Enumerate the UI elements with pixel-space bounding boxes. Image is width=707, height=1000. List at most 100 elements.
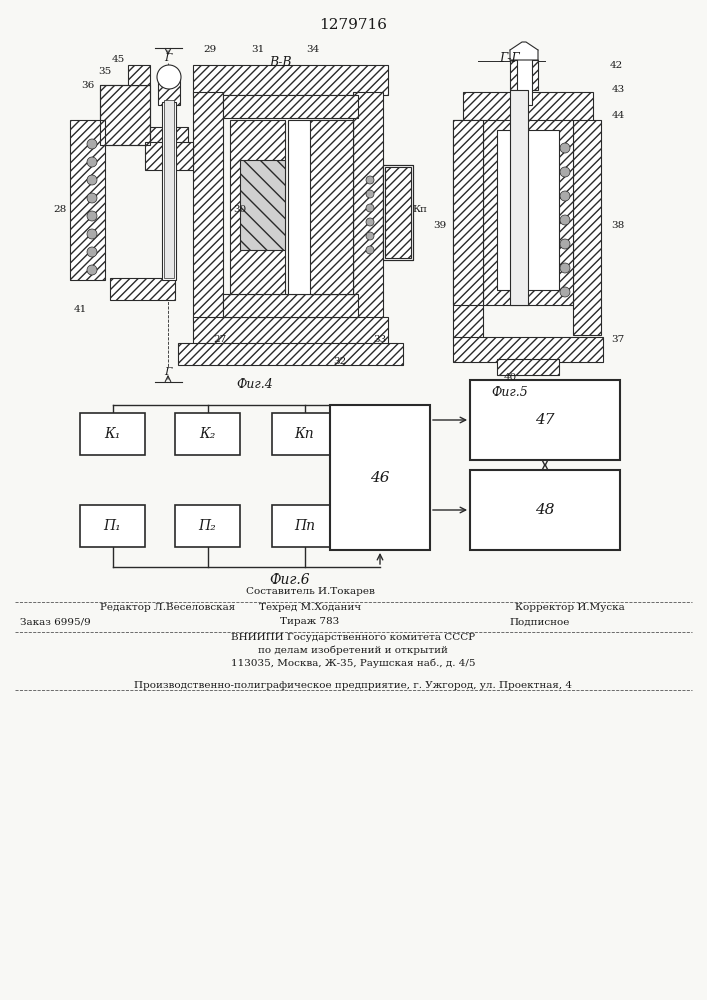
Circle shape xyxy=(87,139,97,149)
Bar xyxy=(145,142,193,170)
Bar xyxy=(288,120,353,294)
Text: 31: 31 xyxy=(252,45,264,54)
Circle shape xyxy=(366,232,374,240)
Circle shape xyxy=(366,204,374,212)
Text: 30: 30 xyxy=(233,206,247,215)
Bar xyxy=(385,167,411,258)
Text: Техред М.Ходанич: Техред М.Ходанич xyxy=(259,602,361,611)
Text: П₁: П₁ xyxy=(104,519,122,533)
Text: Г: Г xyxy=(164,53,172,63)
Circle shape xyxy=(87,193,97,203)
Circle shape xyxy=(366,246,374,254)
Circle shape xyxy=(87,247,97,257)
Bar xyxy=(223,95,358,118)
Text: Фиг.4: Фиг.4 xyxy=(237,378,274,391)
Bar xyxy=(178,343,403,365)
Text: ВНИИПИ Государственного комитета СССР: ВНИИПИ Государственного комитета СССР xyxy=(231,633,475,642)
Bar xyxy=(164,100,174,278)
Polygon shape xyxy=(240,160,285,250)
Bar xyxy=(310,120,353,294)
Bar xyxy=(110,278,175,300)
Text: Производственно-полиграфическое предприятие, г. Ужгород, ул. Проектная, 4: Производственно-полиграфическое предприя… xyxy=(134,680,572,690)
Circle shape xyxy=(87,157,97,167)
Text: 28: 28 xyxy=(53,206,66,215)
Text: Кп: Кп xyxy=(413,206,428,215)
Bar xyxy=(80,413,145,455)
Bar xyxy=(80,505,145,547)
Text: 43: 43 xyxy=(612,86,624,95)
Text: 42: 42 xyxy=(609,60,623,70)
Circle shape xyxy=(560,239,570,249)
Bar xyxy=(100,85,150,145)
Text: 45: 45 xyxy=(112,55,124,64)
Bar xyxy=(453,337,603,362)
Circle shape xyxy=(560,167,570,177)
Bar xyxy=(483,120,573,305)
Text: Г-Г: Г-Г xyxy=(500,51,520,64)
Bar xyxy=(230,120,285,294)
Bar xyxy=(453,120,483,340)
Circle shape xyxy=(366,218,374,226)
Bar xyxy=(175,413,240,455)
Circle shape xyxy=(560,143,570,153)
Bar xyxy=(510,90,528,305)
Bar xyxy=(150,127,188,145)
Circle shape xyxy=(560,263,570,273)
Bar xyxy=(272,505,337,547)
Bar xyxy=(100,85,150,145)
Circle shape xyxy=(560,287,570,297)
Bar xyxy=(70,120,105,280)
Bar xyxy=(573,120,601,335)
Polygon shape xyxy=(510,42,538,60)
Text: Редактор Л.Веселовская: Редактор Л.Веселовская xyxy=(100,602,235,611)
Text: 33: 33 xyxy=(373,336,387,344)
Text: Корректор И.Муска: Корректор И.Муска xyxy=(515,602,625,611)
Bar xyxy=(272,413,337,455)
Text: Г: Г xyxy=(164,367,172,377)
Text: 46: 46 xyxy=(370,471,390,485)
Text: 40: 40 xyxy=(503,373,517,382)
Circle shape xyxy=(560,191,570,201)
Text: К₂: К₂ xyxy=(199,427,216,441)
Circle shape xyxy=(560,215,570,225)
Bar xyxy=(497,130,559,290)
Bar xyxy=(223,294,358,317)
Text: 41: 41 xyxy=(74,306,87,314)
Text: по делам изобретений и открытий: по делам изобретений и открытий xyxy=(258,645,448,655)
Circle shape xyxy=(87,265,97,275)
Text: 44: 44 xyxy=(612,110,624,119)
Bar xyxy=(193,92,223,320)
Text: 32: 32 xyxy=(334,358,346,366)
Text: 27: 27 xyxy=(214,336,227,344)
Bar xyxy=(510,60,538,90)
Bar xyxy=(353,92,383,320)
Text: 29: 29 xyxy=(204,45,216,54)
Text: Фиг.5: Фиг.5 xyxy=(491,385,528,398)
Text: Подписное: Подписное xyxy=(510,617,570,626)
Text: П₂: П₂ xyxy=(199,519,216,533)
Bar xyxy=(453,120,483,305)
Circle shape xyxy=(366,190,374,198)
Bar xyxy=(175,505,240,547)
Bar xyxy=(162,102,176,280)
Circle shape xyxy=(87,175,97,185)
Bar xyxy=(128,65,150,85)
Text: Пп: Пп xyxy=(294,519,315,533)
Text: Тираж 783: Тираж 783 xyxy=(281,617,339,626)
Bar xyxy=(470,380,620,460)
Circle shape xyxy=(157,65,181,89)
Text: 35: 35 xyxy=(98,68,112,77)
Text: Составитель И.Токарев: Составитель И.Токарев xyxy=(245,587,375,596)
Bar xyxy=(497,359,559,375)
Text: 48: 48 xyxy=(535,503,555,517)
Text: 39: 39 xyxy=(433,221,447,230)
Text: Фиг.6: Фиг.6 xyxy=(269,573,310,587)
Bar xyxy=(517,55,532,105)
Bar xyxy=(470,470,620,550)
Text: 34: 34 xyxy=(306,45,320,54)
Bar xyxy=(193,65,388,95)
Text: Кп: Кп xyxy=(295,427,315,441)
Bar xyxy=(383,165,413,260)
Text: В-В: В-В xyxy=(269,55,291,68)
Text: 1279716: 1279716 xyxy=(319,18,387,32)
